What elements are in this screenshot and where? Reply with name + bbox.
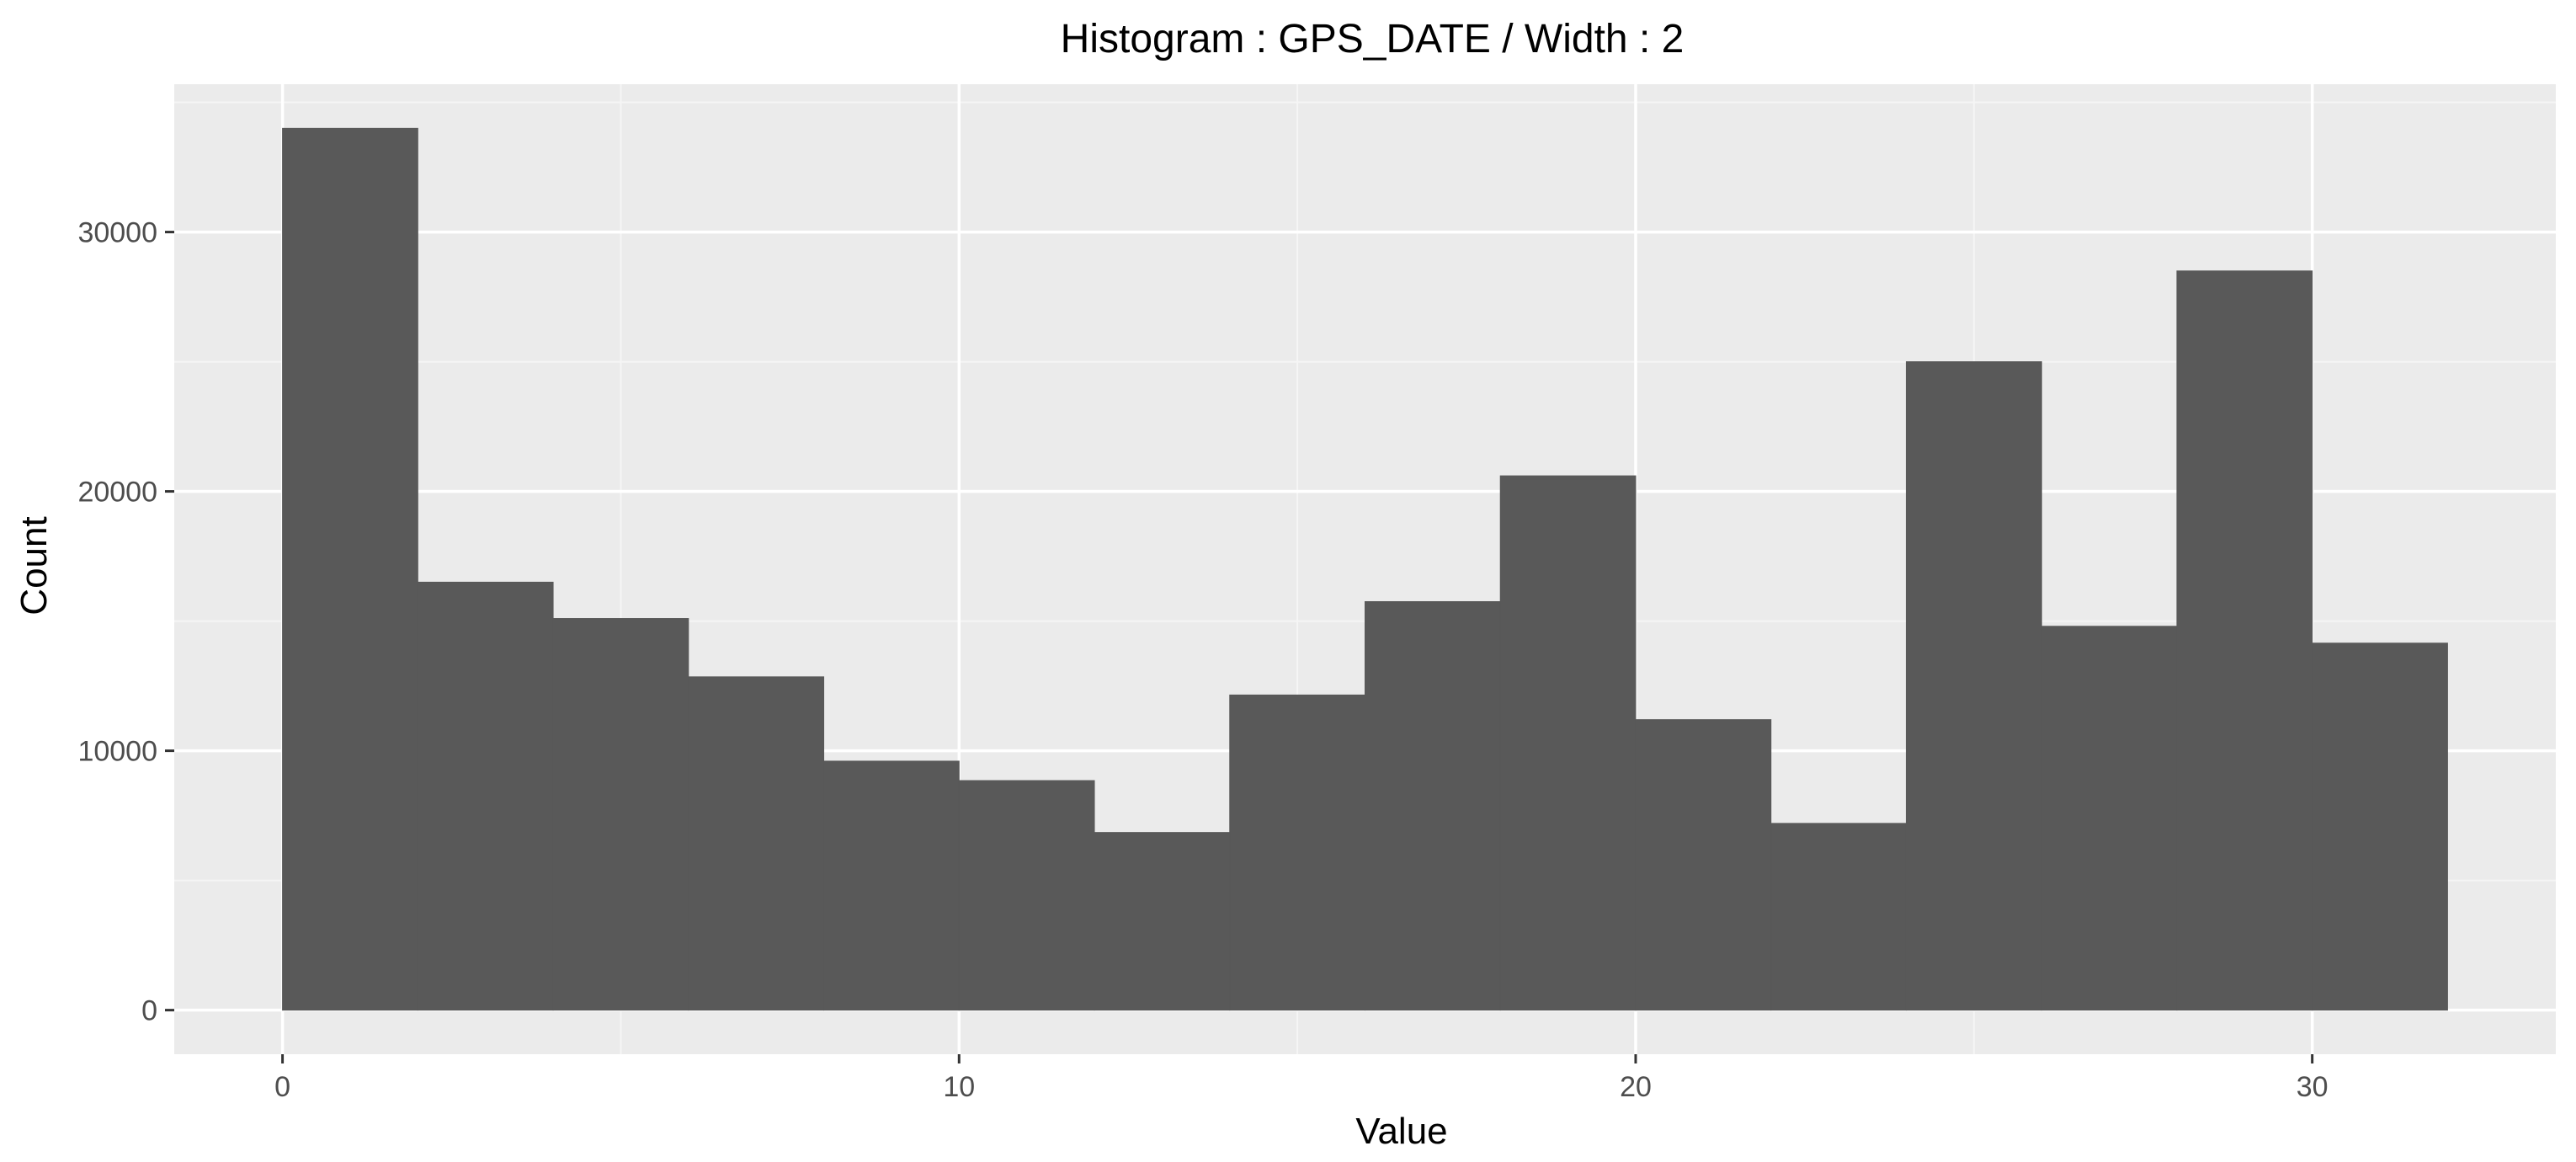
y-tick-label: 10000 bbox=[77, 736, 157, 768]
x-axis-title: Value bbox=[1355, 1111, 1447, 1152]
y-tick-label: 20000 bbox=[77, 477, 157, 509]
histogram-bars bbox=[282, 127, 2448, 1011]
histogram-bar bbox=[1770, 823, 1907, 1011]
histogram-bar bbox=[1499, 475, 1637, 1011]
y-axis-title: Count bbox=[13, 516, 55, 615]
histogram-bar bbox=[417, 581, 554, 1011]
histogram-bar bbox=[1094, 832, 1231, 1011]
histogram-bar bbox=[1229, 694, 1365, 1011]
histogram-bar bbox=[1905, 361, 2042, 1011]
histogram-bar bbox=[1365, 601, 1501, 1011]
x-tick-label: 10 bbox=[943, 1071, 975, 1103]
y-axis: 0 10000 20000 30000 bbox=[77, 217, 174, 1027]
histogram-bar bbox=[2041, 626, 2178, 1011]
x-tick-label: 0 bbox=[274, 1071, 290, 1103]
y-tick-label: 30000 bbox=[77, 217, 157, 249]
chart-title: Histogram : GPS_DATE / Width : 2 bbox=[1061, 17, 1685, 61]
x-tick-label: 20 bbox=[1620, 1071, 1652, 1103]
histogram-bar bbox=[823, 760, 960, 1011]
histogram-bar bbox=[552, 618, 689, 1011]
histogram-bar bbox=[1635, 719, 1772, 1011]
histogram-bar bbox=[282, 127, 418, 1011]
x-tick-label: 30 bbox=[2297, 1071, 2329, 1103]
histogram-bar bbox=[688, 676, 825, 1011]
y-tick-label: 0 bbox=[141, 995, 157, 1027]
histogram-bar bbox=[958, 780, 1095, 1011]
histogram-bar bbox=[2176, 270, 2313, 1011]
histogram-bar bbox=[2312, 642, 2448, 1011]
x-axis: 0 10 20 30 bbox=[274, 1054, 2329, 1103]
